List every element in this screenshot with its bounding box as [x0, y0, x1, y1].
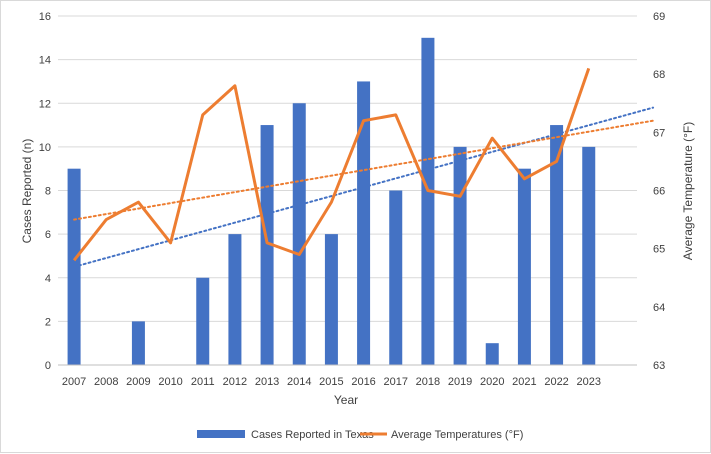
- bar: [453, 146, 467, 365]
- y2-tick-label: 65: [653, 244, 665, 256]
- line-series: [72, 67, 591, 262]
- x-tick-label: 2008: [94, 376, 118, 388]
- bar: [131, 321, 145, 365]
- y2-tick-label: 66: [653, 186, 665, 198]
- x-tick-label: 2023: [577, 376, 601, 388]
- bar: [389, 190, 403, 365]
- y2-tick-label: 64: [653, 302, 665, 314]
- x-axis-title: Year: [334, 393, 358, 407]
- y-tick-label: 10: [39, 142, 51, 154]
- y2-tick-label: 63: [653, 360, 665, 372]
- y-tick-label: 2: [45, 316, 51, 328]
- y-axis-title: Cases Reported (n): [20, 139, 34, 244]
- temperature-line: [72, 67, 591, 262]
- x-tick-label: 2018: [416, 376, 440, 388]
- y-tick-label: 16: [39, 11, 51, 23]
- bar: [228, 234, 242, 365]
- x-tick-label: 2012: [223, 376, 247, 388]
- y-tick-label: 0: [45, 360, 51, 372]
- bar: [582, 146, 596, 365]
- bar: [550, 125, 564, 365]
- x-tick-label: 2011: [191, 376, 215, 388]
- legend: Cases Reported in Texas Average Temperat…: [197, 429, 523, 441]
- bar: [517, 168, 531, 365]
- x-tick-label: 2020: [480, 376, 504, 388]
- bar: [260, 125, 274, 365]
- bar: [485, 343, 499, 365]
- x-tick-label: 2015: [319, 376, 343, 388]
- legend-label-temperature: Average Temperatures (°F): [391, 429, 523, 441]
- x-tick-label: 2021: [512, 376, 536, 388]
- x-tick-label: 2007: [62, 376, 86, 388]
- y2-tick-label: 69: [653, 11, 665, 23]
- y-tick-label: 6: [45, 229, 51, 241]
- x-tick-label: 2013: [255, 376, 279, 388]
- x-tick-label: 2009: [126, 376, 150, 388]
- x-tick-label: 2010: [158, 376, 182, 388]
- y-tick-label: 12: [39, 98, 51, 110]
- bar: [357, 81, 371, 365]
- y-tick-label: 4: [45, 273, 51, 285]
- gridlines: [58, 15, 637, 366]
- x-tick-label: 2016: [351, 376, 375, 388]
- legend-swatch-cases: [197, 430, 245, 438]
- y-tick-label: 14: [39, 55, 51, 67]
- bar: [421, 37, 435, 365]
- y-tick-label: 8: [45, 186, 51, 198]
- x-tick-label: 2017: [384, 376, 408, 388]
- trendline-temperature: [73, 119, 655, 221]
- y2-tick-label: 68: [653, 69, 665, 81]
- x-tick-label: 2022: [544, 376, 568, 388]
- bar: [324, 234, 338, 365]
- y2-tick-label: 67: [653, 127, 665, 139]
- x-tick-label: 2014: [287, 376, 311, 388]
- bar-series: [67, 37, 596, 365]
- legend-label-cases: Cases Reported in Texas: [251, 429, 374, 441]
- x-tick-label: 2019: [448, 376, 472, 388]
- y2-axis-title: Average Temperature (°F): [681, 122, 695, 260]
- bar: [196, 277, 210, 365]
- bar: [292, 103, 306, 365]
